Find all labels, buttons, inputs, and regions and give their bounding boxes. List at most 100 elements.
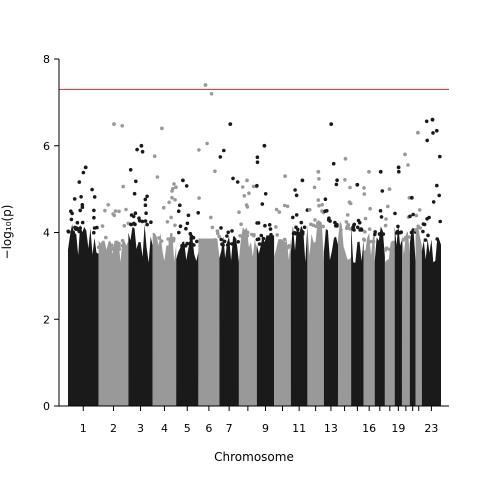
snp-point — [362, 237, 366, 242]
snp-point — [153, 238, 158, 243]
chromosome-17-points — [374, 226, 385, 406]
snp-point — [406, 163, 410, 167]
chromosome-16-points — [363, 233, 375, 406]
snp-point — [383, 223, 388, 228]
snp-point — [247, 191, 251, 195]
snp-point — [120, 124, 124, 128]
snp-point — [219, 226, 223, 230]
snp-point — [334, 182, 339, 187]
snp-point — [90, 187, 94, 192]
peak-snp-point — [228, 122, 233, 126]
snp-point — [178, 203, 182, 207]
snp-point — [237, 210, 241, 214]
snp-point — [422, 222, 427, 227]
snp-point — [178, 224, 183, 228]
snp-point — [257, 242, 262, 246]
snp-point — [424, 119, 429, 124]
snp-point — [96, 245, 101, 250]
snp-point — [145, 222, 149, 227]
x-tick-label: 5 — [184, 422, 191, 435]
snp-point — [393, 211, 397, 216]
snp-point — [263, 223, 267, 228]
snp-point — [238, 234, 242, 238]
snp-point — [317, 203, 321, 208]
snp-point — [75, 220, 80, 225]
snp-point — [321, 224, 326, 229]
snp-point — [356, 218, 361, 223]
peak-snp-point — [316, 169, 321, 174]
snp-point — [371, 239, 376, 244]
snp-point — [255, 237, 260, 242]
snp-point — [149, 220, 153, 224]
chromosome-4-points — [152, 233, 177, 406]
snp-point — [145, 194, 149, 199]
snp-point — [438, 219, 443, 224]
snp-point — [245, 234, 250, 238]
snp-point — [137, 216, 141, 220]
snp-point — [172, 182, 176, 186]
snp-point — [381, 232, 386, 236]
peak-snp-point — [430, 117, 435, 122]
snp-point — [268, 227, 273, 231]
chromosome-13-points — [323, 229, 338, 406]
snp-point — [285, 204, 290, 209]
snp-point — [282, 237, 287, 242]
snp-point — [252, 233, 256, 238]
snp-point — [277, 210, 282, 214]
y-tick-label: 4 — [43, 227, 50, 240]
snp-point — [386, 204, 390, 209]
snp-point — [217, 234, 221, 239]
snp-point — [309, 222, 313, 227]
snp-point — [165, 220, 170, 224]
snp-point — [391, 240, 396, 245]
peak-snp-point — [355, 182, 360, 187]
chromosome-6-points — [198, 238, 220, 406]
snp-point — [431, 131, 435, 135]
snp-point — [199, 245, 204, 249]
snp-point — [431, 200, 436, 204]
x-axis-title: Chromosome — [214, 450, 294, 464]
chromosome-1-points — [68, 224, 99, 406]
snp-point — [92, 195, 97, 199]
snp-point — [185, 241, 189, 246]
snp-point — [435, 128, 439, 133]
snp-point — [418, 226, 423, 230]
snp-point — [133, 222, 137, 227]
snp-point — [169, 215, 173, 220]
snp-point — [411, 212, 416, 217]
snp-point — [367, 227, 372, 231]
snp-point — [347, 200, 352, 204]
snp-point — [344, 226, 349, 230]
snp-point — [209, 215, 213, 220]
y-tick-label: 0 — [43, 400, 50, 413]
snp-point — [282, 203, 287, 208]
snp-point — [307, 207, 312, 212]
chromosome-19-points — [394, 224, 402, 406]
chromosome-20-points — [401, 231, 410, 406]
x-tick-label: 11 — [292, 422, 306, 435]
snp-point — [401, 237, 406, 242]
snp-point — [352, 222, 357, 227]
snp-point — [358, 228, 362, 232]
chromosome-8-points — [238, 227, 257, 406]
peak-snp-point — [416, 130, 420, 135]
snp-point — [135, 147, 139, 152]
x-tick-label: 1 — [80, 422, 87, 435]
snp-point — [72, 197, 77, 201]
snp-point — [159, 239, 164, 243]
snp-point — [177, 230, 181, 235]
snp-point — [281, 241, 286, 245]
snp-point — [70, 211, 74, 216]
snp-point — [236, 240, 240, 244]
snp-point — [230, 229, 234, 233]
snp-point — [437, 193, 442, 198]
snp-point — [285, 246, 290, 250]
peak-snp-point — [343, 156, 348, 161]
snp-point — [106, 247, 111, 251]
snp-point — [190, 242, 194, 247]
chromosome-11-points — [290, 225, 308, 406]
chromosome-5-points — [176, 237, 199, 406]
snp-point — [362, 192, 367, 196]
snp-point — [355, 225, 360, 230]
snp-point — [157, 236, 161, 240]
